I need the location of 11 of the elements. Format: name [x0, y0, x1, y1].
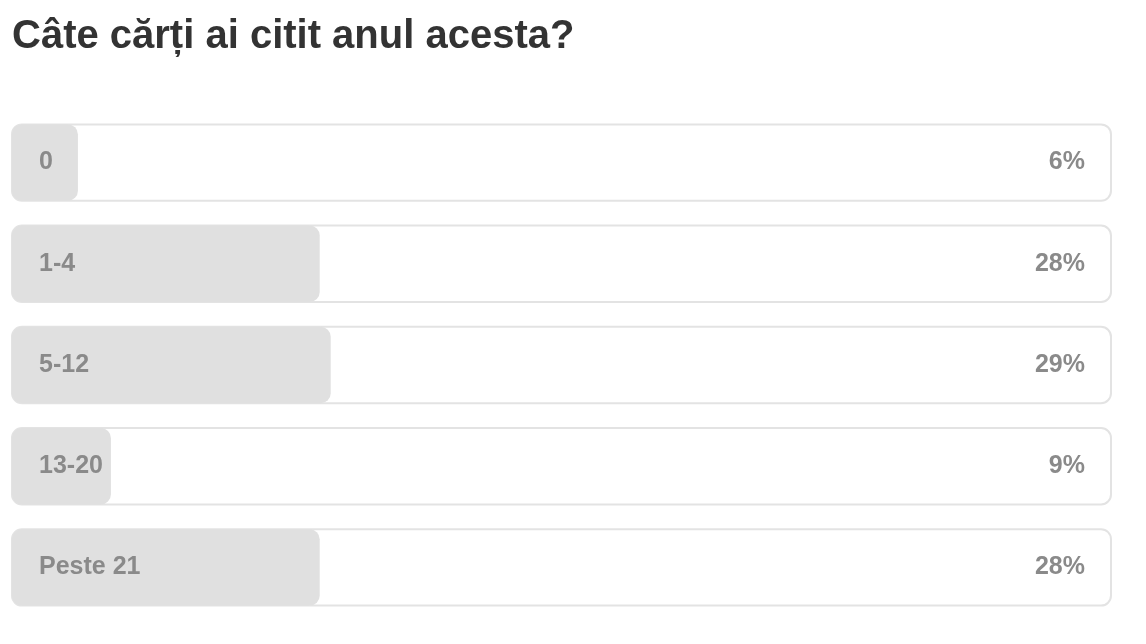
y-tick-label: 0: [39, 146, 53, 175]
data-label: 28%: [1034, 247, 1085, 276]
data-label: 9%: [1048, 450, 1085, 479]
chart-title: Câte cărți ai citit anul acesta?: [12, 12, 575, 57]
data-label: 28%: [1034, 551, 1085, 580]
data-label: 29%: [1034, 348, 1085, 377]
data-label: 6%: [1048, 146, 1085, 175]
y-tick-label: 5-12: [39, 348, 90, 377]
y-tick-label: 13-20: [39, 450, 103, 479]
y-tick-label: Peste 21: [39, 551, 141, 580]
y-tick-label: 1-4: [39, 247, 76, 276]
